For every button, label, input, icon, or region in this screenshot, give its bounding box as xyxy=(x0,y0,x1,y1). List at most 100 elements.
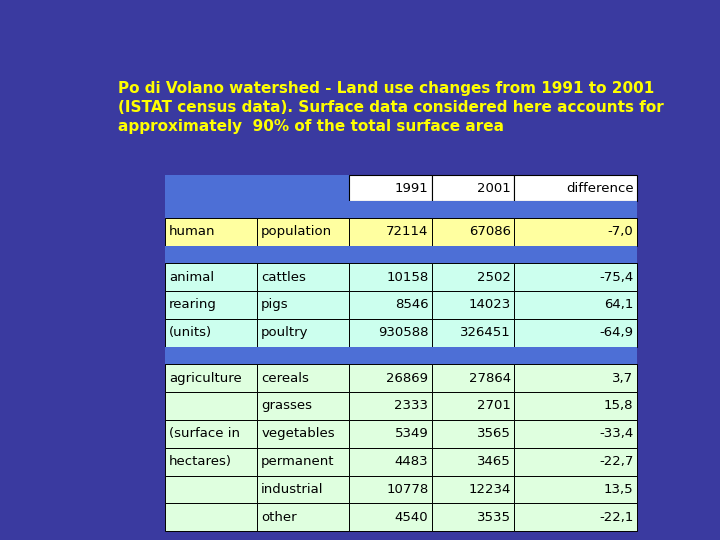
Text: 27864: 27864 xyxy=(469,372,511,384)
Bar xyxy=(349,392,432,420)
Bar xyxy=(432,291,514,319)
Text: 13,5: 13,5 xyxy=(604,483,634,496)
Text: vegetables: vegetables xyxy=(261,427,335,440)
Bar xyxy=(166,448,257,476)
Bar xyxy=(257,218,349,246)
Text: other: other xyxy=(261,511,297,524)
Bar xyxy=(432,503,514,531)
Bar xyxy=(514,392,636,420)
Bar xyxy=(166,319,257,347)
Bar xyxy=(514,263,636,291)
Bar xyxy=(349,448,432,476)
Text: 10158: 10158 xyxy=(386,271,428,284)
Bar xyxy=(257,364,349,392)
Text: 15,8: 15,8 xyxy=(604,400,634,413)
Bar xyxy=(514,218,636,246)
Text: -22,7: -22,7 xyxy=(599,455,634,468)
Text: 12234: 12234 xyxy=(469,483,511,496)
Text: -22,1: -22,1 xyxy=(599,511,634,524)
Text: 3535: 3535 xyxy=(477,511,511,524)
Text: permanent: permanent xyxy=(261,455,335,468)
Text: agriculture: agriculture xyxy=(169,372,242,384)
Text: pigs: pigs xyxy=(261,299,289,312)
Bar xyxy=(166,291,257,319)
Bar xyxy=(166,201,636,218)
Bar xyxy=(257,291,349,319)
Bar xyxy=(432,420,514,448)
Bar xyxy=(257,476,349,503)
Text: rearing: rearing xyxy=(169,299,217,312)
Text: 64,1: 64,1 xyxy=(604,299,634,312)
Bar xyxy=(349,319,432,347)
Bar xyxy=(514,319,636,347)
Text: (surface in: (surface in xyxy=(169,427,240,440)
Bar xyxy=(349,420,432,448)
Text: difference: difference xyxy=(566,181,634,194)
Text: 5349: 5349 xyxy=(395,427,428,440)
Bar xyxy=(166,347,636,364)
Text: -7,0: -7,0 xyxy=(608,225,634,238)
Bar xyxy=(514,448,636,476)
Bar xyxy=(166,218,257,246)
Text: 3565: 3565 xyxy=(477,427,511,440)
Bar xyxy=(166,246,636,263)
Text: -64,9: -64,9 xyxy=(600,326,634,339)
Bar xyxy=(432,448,514,476)
Bar xyxy=(166,364,257,392)
Text: 10778: 10778 xyxy=(386,483,428,496)
Bar xyxy=(166,263,257,291)
Bar xyxy=(514,175,636,201)
Text: 2001: 2001 xyxy=(477,181,511,194)
Text: 2502: 2502 xyxy=(477,271,511,284)
Text: 2701: 2701 xyxy=(477,400,511,413)
Bar xyxy=(166,503,257,531)
Text: 2333: 2333 xyxy=(395,400,428,413)
Text: hectares): hectares) xyxy=(169,455,233,468)
Text: Po di Volano watershed - Land use changes from 1991 to 2001
(ISTAT census data).: Po di Volano watershed - Land use change… xyxy=(118,82,664,133)
Bar xyxy=(257,263,349,291)
Bar xyxy=(349,364,432,392)
Text: population: population xyxy=(261,225,333,238)
Text: 4540: 4540 xyxy=(395,511,428,524)
Bar xyxy=(166,420,257,448)
Text: 326451: 326451 xyxy=(460,326,511,339)
Bar xyxy=(257,319,349,347)
Text: poultry: poultry xyxy=(261,326,309,339)
Text: 1991: 1991 xyxy=(395,181,428,194)
Bar xyxy=(349,175,432,201)
Bar xyxy=(349,476,432,503)
Bar xyxy=(257,392,349,420)
Text: 26869: 26869 xyxy=(387,372,428,384)
Bar xyxy=(349,218,432,246)
Text: 3,7: 3,7 xyxy=(613,372,634,384)
Bar xyxy=(166,175,349,201)
Bar xyxy=(349,291,432,319)
Bar xyxy=(257,448,349,476)
Bar xyxy=(257,420,349,448)
Bar xyxy=(257,503,349,531)
Text: 72114: 72114 xyxy=(386,225,428,238)
Text: cereals: cereals xyxy=(261,372,309,384)
Bar xyxy=(432,263,514,291)
Bar xyxy=(514,476,636,503)
Bar xyxy=(432,392,514,420)
Text: 8546: 8546 xyxy=(395,299,428,312)
Text: 3465: 3465 xyxy=(477,455,511,468)
Text: grasses: grasses xyxy=(261,400,312,413)
Text: 14023: 14023 xyxy=(469,299,511,312)
Bar xyxy=(432,319,514,347)
Bar xyxy=(432,476,514,503)
Text: cattles: cattles xyxy=(261,271,306,284)
Text: 4483: 4483 xyxy=(395,455,428,468)
Text: animal: animal xyxy=(169,271,215,284)
Bar xyxy=(514,364,636,392)
Bar xyxy=(432,175,514,201)
Bar xyxy=(349,263,432,291)
Text: 930588: 930588 xyxy=(378,326,428,339)
Bar xyxy=(514,503,636,531)
Text: -33,4: -33,4 xyxy=(599,427,634,440)
Bar xyxy=(514,291,636,319)
Bar xyxy=(166,392,257,420)
Text: (units): (units) xyxy=(169,326,212,339)
Bar xyxy=(349,503,432,531)
